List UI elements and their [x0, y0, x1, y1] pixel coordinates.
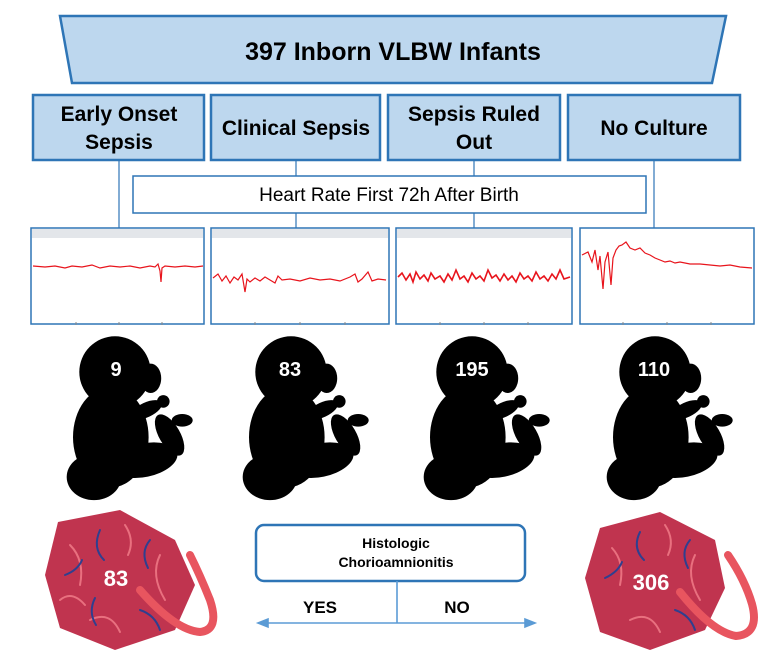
count-clinical-sepsis: 83	[279, 359, 301, 381]
category-label-line: Early Onset	[61, 103, 178, 126]
histologic-label-line: Chorioamnionitis	[338, 554, 453, 570]
placenta-count-no: 306	[633, 570, 670, 595]
hr-trace	[397, 267, 571, 285]
histologic-box	[254, 523, 527, 583]
hr-trace	[212, 270, 387, 293]
category-no-culture: No Culture	[566, 93, 742, 162]
connector-lines	[118, 160, 655, 228]
placenta-count-yes: 83	[104, 566, 128, 591]
no-label: NO	[444, 598, 470, 617]
category-early-onset-sepsis: Early Onset Sepsis	[31, 93, 206, 162]
histologic-label-line: Histologic	[362, 535, 430, 551]
placenta-icon	[585, 512, 758, 650]
hr-trace	[581, 241, 753, 290]
fetus-icon	[242, 336, 369, 501]
heart-rate-label: Heart Rate First 72h After Birth	[259, 185, 519, 206]
fetus-icon	[66, 336, 193, 501]
category-label-line: Sepsis Ruled	[408, 103, 540, 126]
category-label-line: No Culture	[600, 117, 707, 140]
hr-trace	[32, 262, 204, 283]
title-text: 397 Inborn VLBW Infants	[245, 38, 541, 66]
hr-chart-sepsis-ruled-out	[395, 227, 573, 325]
placenta-icon	[45, 510, 218, 650]
title-banner	[58, 14, 728, 85]
heart-rate-label-box	[132, 175, 647, 214]
hr-chart-no-culture	[579, 227, 755, 325]
count-sepsis-ruled-out: 195	[455, 359, 488, 381]
split-arrows	[255, 581, 538, 629]
category-label-line: Sepsis	[85, 131, 153, 154]
count-no-culture: 110	[638, 359, 670, 381]
count-early-onset: 9	[110, 359, 121, 381]
hr-chart-clinical-sepsis	[210, 227, 390, 325]
category-clinical-sepsis: Clinical Sepsis	[209, 93, 382, 162]
hr-chart-early-onset	[30, 227, 205, 325]
yes-label: YES	[303, 598, 337, 617]
category-label-line: Clinical Sepsis	[222, 117, 370, 140]
category-sepsis-ruled-out: Sepsis Ruled Out	[386, 93, 562, 162]
category-label-line: Out	[456, 131, 492, 154]
